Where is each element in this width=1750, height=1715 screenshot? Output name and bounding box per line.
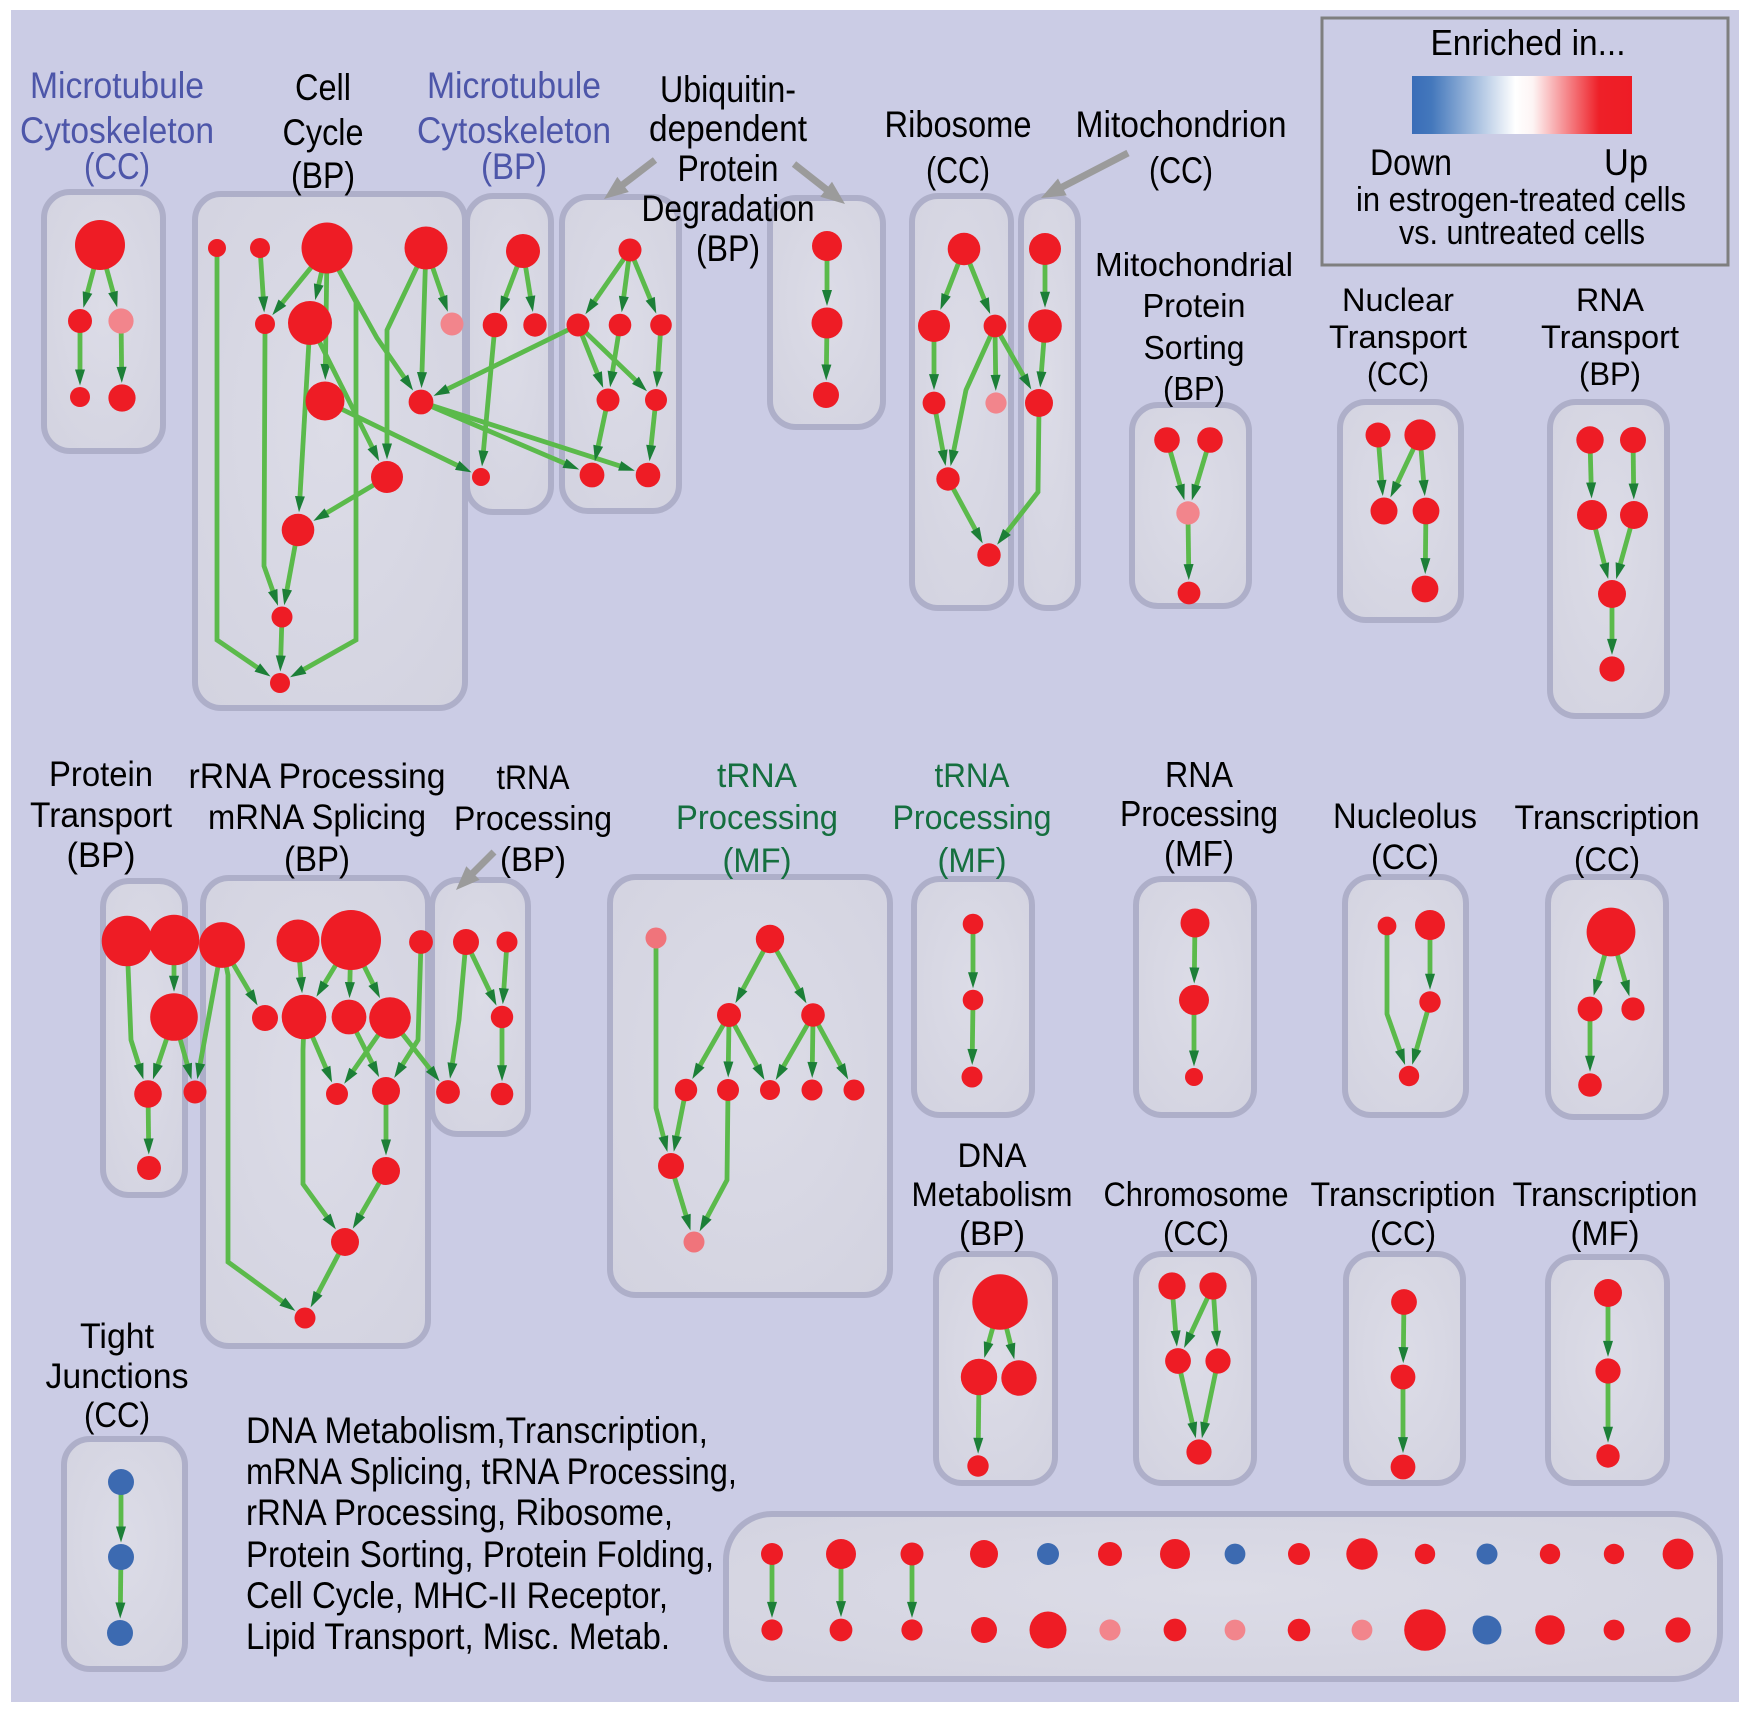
svg-text:(CC): (CC) <box>1371 838 1439 877</box>
svg-text:in estrogen-treated cells: in estrogen-treated cells <box>1356 181 1686 219</box>
svg-text:(CC): (CC) <box>84 146 150 187</box>
svg-text:(BP): (BP) <box>500 841 566 879</box>
svg-text:(BP): (BP) <box>291 155 355 196</box>
svg-text:Processing: Processing <box>454 800 612 838</box>
svg-text:Cytoskeleton: Cytoskeleton <box>417 110 611 151</box>
svg-text:Ribosome: Ribosome <box>885 104 1032 145</box>
svg-text:(MF): (MF) <box>1164 833 1234 874</box>
svg-text:Enriched in...: Enriched in... <box>1431 22 1626 63</box>
svg-text:RNA: RNA <box>1576 282 1645 318</box>
svg-text:(BP): (BP) <box>1163 370 1225 407</box>
svg-text:(MF): (MF) <box>938 842 1007 880</box>
svg-text:Up: Up <box>1604 142 1648 183</box>
svg-text:DNA: DNA <box>958 1137 1027 1175</box>
svg-text:Chromosome: Chromosome <box>1104 1176 1289 1214</box>
svg-text:Protein: Protein <box>1143 287 1246 324</box>
svg-text:dependent: dependent <box>649 108 808 149</box>
svg-text:(BP): (BP) <box>481 146 547 187</box>
svg-text:Microtubule: Microtubule <box>427 65 601 106</box>
svg-text:Transcription: Transcription <box>1515 799 1700 837</box>
svg-text:tRNA: tRNA <box>497 759 570 797</box>
svg-text:Microtubule: Microtubule <box>30 65 204 106</box>
svg-text:Protein Sorting, Protein Foldi: Protein Sorting, Protein Folding, <box>246 1534 714 1575</box>
svg-text:Junctions: Junctions <box>46 1357 189 1396</box>
svg-text:vs. untreated cells: vs. untreated cells <box>1399 214 1645 252</box>
svg-text:Processing: Processing <box>676 799 838 837</box>
svg-text:Degradation: Degradation <box>642 188 815 229</box>
svg-text:Down: Down <box>1370 142 1452 183</box>
svg-text:mRNA Splicing: mRNA Splicing <box>208 798 426 837</box>
svg-text:(CC): (CC) <box>1574 841 1640 879</box>
svg-text:Transcription: Transcription <box>1513 1176 1698 1214</box>
svg-text:(MF): (MF) <box>1571 1215 1640 1253</box>
svg-text:mRNA Splicing, tRNA Processing: mRNA Splicing, tRNA Processing, <box>246 1451 737 1492</box>
svg-text:Cytoskeleton: Cytoskeleton <box>20 110 214 151</box>
svg-text:Mitochondrial: Mitochondrial <box>1095 246 1293 283</box>
svg-text:(CC): (CC) <box>1163 1215 1229 1253</box>
svg-text:Lipid Transport, Misc. Metab.: Lipid Transport, Misc. Metab. <box>246 1616 670 1657</box>
svg-text:Ubiquitin-: Ubiquitin- <box>660 69 796 110</box>
svg-text:tRNA: tRNA <box>717 757 797 795</box>
svg-text:Processing: Processing <box>1120 793 1278 834</box>
svg-text:(CC): (CC) <box>926 150 990 191</box>
svg-text:(CC): (CC) <box>84 1396 150 1435</box>
svg-text:(BP): (BP) <box>284 840 350 879</box>
svg-text:tRNA: tRNA <box>935 757 1010 795</box>
svg-text:Transport: Transport <box>1541 319 1679 355</box>
svg-text:(CC): (CC) <box>1367 356 1429 392</box>
svg-text:Transcription: Transcription <box>1311 1176 1496 1214</box>
svg-text:Metabolism: Metabolism <box>912 1176 1073 1214</box>
svg-text:DNA Metabolism,Transcription,: DNA Metabolism,Transcription, <box>246 1410 708 1451</box>
svg-text:Cycle: Cycle <box>283 112 364 153</box>
svg-text:(MF): (MF) <box>723 842 792 880</box>
svg-text:Nuclear: Nuclear <box>1342 282 1454 318</box>
svg-text:Processing: Processing <box>893 799 1052 837</box>
svg-text:(BP): (BP) <box>1579 356 1641 392</box>
svg-text:(BP): (BP) <box>959 1215 1025 1253</box>
svg-text:Nucleolus: Nucleolus <box>1333 797 1477 836</box>
svg-text:Transport: Transport <box>30 796 172 835</box>
svg-text:RNA: RNA <box>1165 754 1233 795</box>
svg-text:Tight: Tight <box>80 1317 154 1356</box>
svg-text:(BP): (BP) <box>67 836 136 875</box>
svg-text:rRNA Processing: rRNA Processing <box>189 757 446 796</box>
svg-text:Cell Cycle, MHC-II Receptor,: Cell Cycle, MHC-II Receptor, <box>246 1575 668 1616</box>
svg-text:Protein: Protein <box>49 755 153 794</box>
svg-text:Mitochondrion: Mitochondrion <box>1076 104 1287 145</box>
svg-text:rRNA Processing, Ribosome,: rRNA Processing, Ribosome, <box>246 1492 673 1533</box>
svg-text:Transport: Transport <box>1329 319 1467 355</box>
svg-text:Sorting: Sorting <box>1144 329 1245 366</box>
svg-text:(BP): (BP) <box>696 228 760 269</box>
svg-text:Cell: Cell <box>295 67 351 108</box>
svg-text:(CC): (CC) <box>1149 150 1213 191</box>
svg-text:Protein: Protein <box>678 148 779 189</box>
svg-text:(CC): (CC) <box>1370 1215 1436 1253</box>
